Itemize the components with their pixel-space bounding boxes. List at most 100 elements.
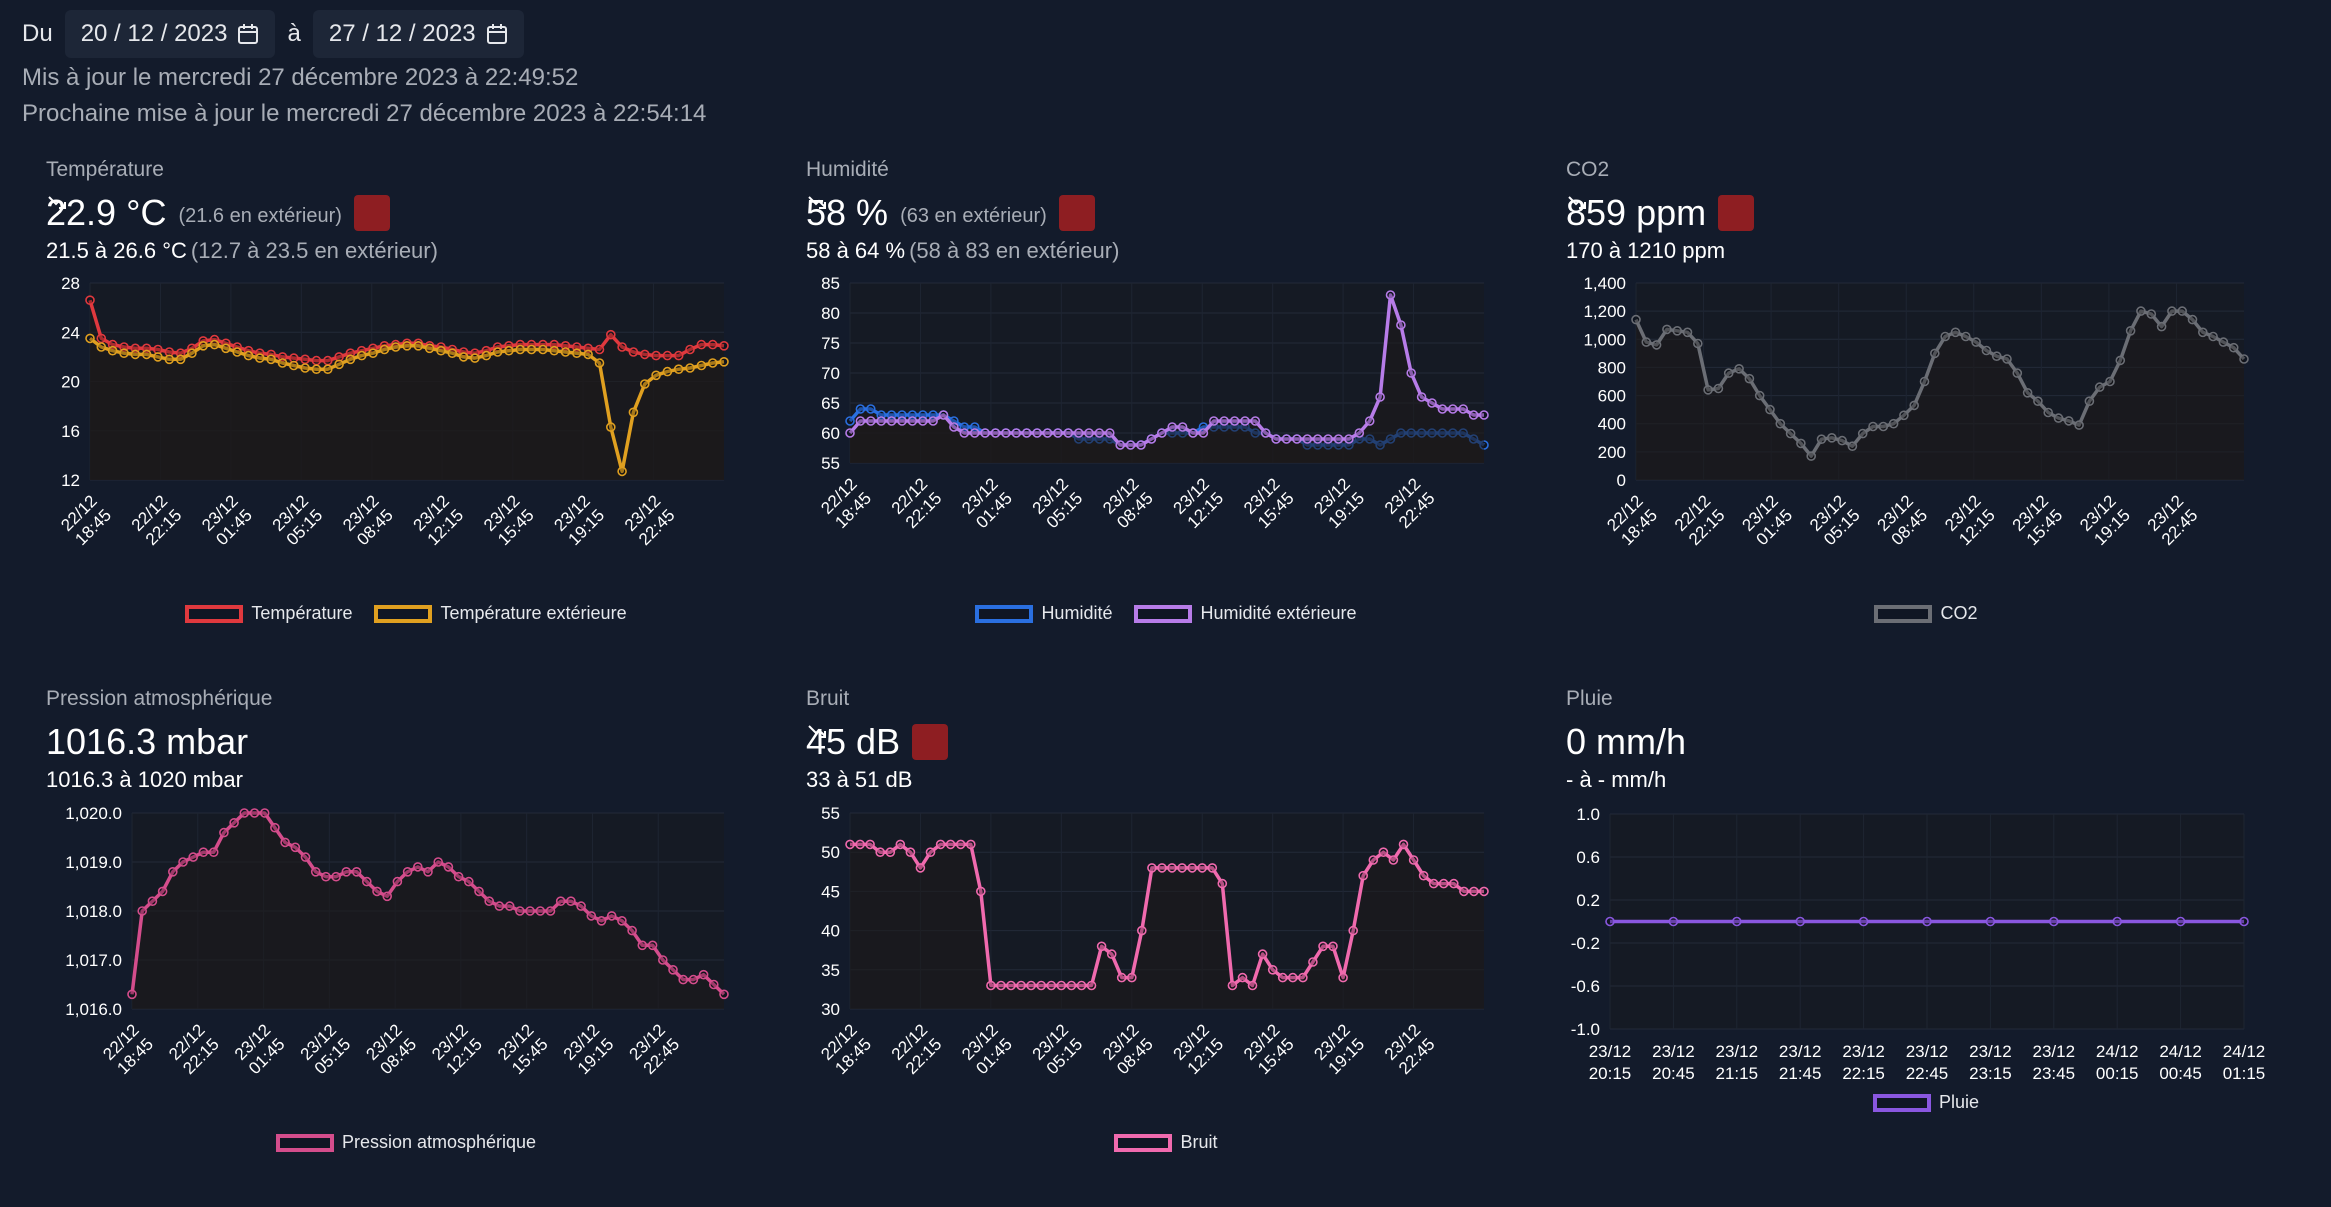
data-point[interactable] — [2239, 916, 2249, 927]
data-point[interactable] — [515, 344, 526, 355]
data-point[interactable] — [606, 911, 617, 921]
data-point[interactable] — [976, 886, 986, 897]
data-point[interactable] — [1323, 434, 1333, 444]
data-point[interactable] — [1036, 980, 1046, 991]
data-point[interactable] — [2022, 388, 2033, 398]
data-point[interactable] — [2146, 309, 2157, 319]
calendar-icon[interactable] — [237, 23, 259, 45]
data-point[interactable] — [657, 955, 668, 965]
data-point[interactable] — [368, 348, 378, 358]
to-date-input[interactable]: 27 / 12 / 2023 — [312, 10, 524, 58]
data-point[interactable] — [605, 422, 616, 432]
data-point[interactable] — [2048, 916, 2059, 927]
legend-item[interactable]: Pression atmosphérique — [275, 1132, 536, 1153]
data-point[interactable] — [627, 925, 637, 936]
data-point[interactable] — [1427, 398, 1437, 408]
data-point[interactable] — [2208, 331, 2218, 342]
data-point[interactable] — [1909, 400, 1920, 411]
data-point[interactable] — [915, 863, 926, 873]
data-point[interactable] — [1754, 390, 1765, 401]
data-point[interactable] — [719, 341, 729, 351]
data-point[interactable] — [1631, 314, 1641, 325]
data-point[interactable] — [566, 896, 576, 906]
data-point[interactable] — [96, 333, 107, 344]
data-point[interactable] — [2239, 354, 2249, 364]
data-point[interactable] — [277, 358, 288, 368]
data-point[interactable] — [845, 428, 855, 438]
data-point[interactable] — [1641, 337, 1652, 347]
from-date-input[interactable]: 20 / 12 / 2023 — [64, 10, 276, 58]
legend-item[interactable]: Température — [185, 603, 352, 624]
data-point[interactable] — [1021, 428, 1032, 438]
data-point[interactable] — [492, 347, 503, 357]
data-point[interactable] — [845, 416, 855, 426]
data-point[interactable] — [130, 349, 141, 360]
data-point[interactable] — [372, 886, 382, 897]
data-point[interactable] — [639, 379, 650, 389]
data-point[interactable] — [322, 355, 333, 366]
data-point[interactable] — [266, 354, 276, 365]
data-point[interactable] — [639, 349, 650, 360]
data-point[interactable] — [845, 839, 855, 850]
data-point[interactable] — [119, 348, 129, 358]
data-point[interactable] — [2156, 321, 2167, 332]
data-point[interactable] — [1344, 434, 1354, 444]
data-point[interactable] — [1126, 972, 1137, 983]
data-point[interactable] — [1858, 916, 1869, 927]
data-point[interactable] — [1919, 376, 1930, 387]
data-point[interactable] — [1398, 839, 1409, 850]
data-point[interactable] — [402, 867, 413, 877]
data-point[interactable] — [1826, 432, 1837, 443]
data-point[interactable] — [1227, 980, 1238, 991]
data-point[interactable] — [719, 357, 729, 367]
data-point[interactable] — [259, 808, 270, 818]
data-point[interactable] — [1348, 925, 1359, 936]
data-point[interactable] — [1368, 855, 1379, 865]
data-point[interactable] — [1375, 392, 1385, 402]
data-point[interactable] — [628, 407, 639, 418]
data-point[interactable] — [1177, 422, 1188, 432]
data-point[interactable] — [243, 350, 254, 361]
data-point[interactable] — [1318, 941, 1328, 952]
data-point[interactable] — [300, 354, 310, 365]
data-point[interactable] — [221, 343, 231, 354]
data-point[interactable] — [586, 911, 597, 921]
data-point[interactable] — [2074, 420, 2084, 430]
data-point[interactable] — [1418, 870, 1429, 881]
data-point[interactable] — [925, 847, 936, 857]
data-point[interactable] — [617, 466, 627, 477]
data-point[interactable] — [345, 354, 356, 365]
data-point[interactable] — [270, 822, 280, 833]
data-point[interactable] — [1136, 440, 1146, 450]
data-point[interactable] — [698, 969, 709, 980]
data-point[interactable] — [390, 342, 401, 352]
data-point[interactable] — [673, 364, 684, 374]
data-point[interactable] — [938, 410, 949, 420]
data-point[interactable] — [905, 847, 916, 857]
data-point[interactable] — [433, 857, 444, 867]
data-point[interactable] — [1668, 916, 1679, 927]
data-point[interactable] — [96, 342, 107, 352]
data-point[interactable] — [855, 416, 866, 426]
data-point[interactable] — [2012, 368, 2023, 378]
data-point[interactable] — [1651, 340, 1662, 350]
data-point[interactable] — [2043, 407, 2054, 418]
data-point[interactable] — [1157, 863, 1167, 873]
data-point[interactable] — [153, 352, 163, 362]
data-point[interactable] — [331, 871, 341, 882]
data-point[interactable] — [865, 839, 875, 850]
data-point[interactable] — [696, 339, 707, 350]
data-point[interactable] — [85, 333, 95, 344]
data-point[interactable] — [2094, 382, 2105, 392]
data-point[interactable] — [583, 349, 593, 360]
data-point[interactable] — [1929, 348, 1940, 359]
data-point[interactable] — [2187, 314, 2198, 325]
data-point[interactable] — [209, 339, 220, 350]
data-point[interactable] — [668, 964, 678, 975]
data-point[interactable] — [1416, 392, 1427, 402]
data-point[interactable] — [1026, 980, 1036, 991]
data-point[interactable] — [107, 345, 118, 356]
data-point[interactable] — [1950, 327, 1961, 338]
data-point[interactable] — [341, 867, 352, 877]
data-point[interactable] — [1878, 421, 1889, 432]
